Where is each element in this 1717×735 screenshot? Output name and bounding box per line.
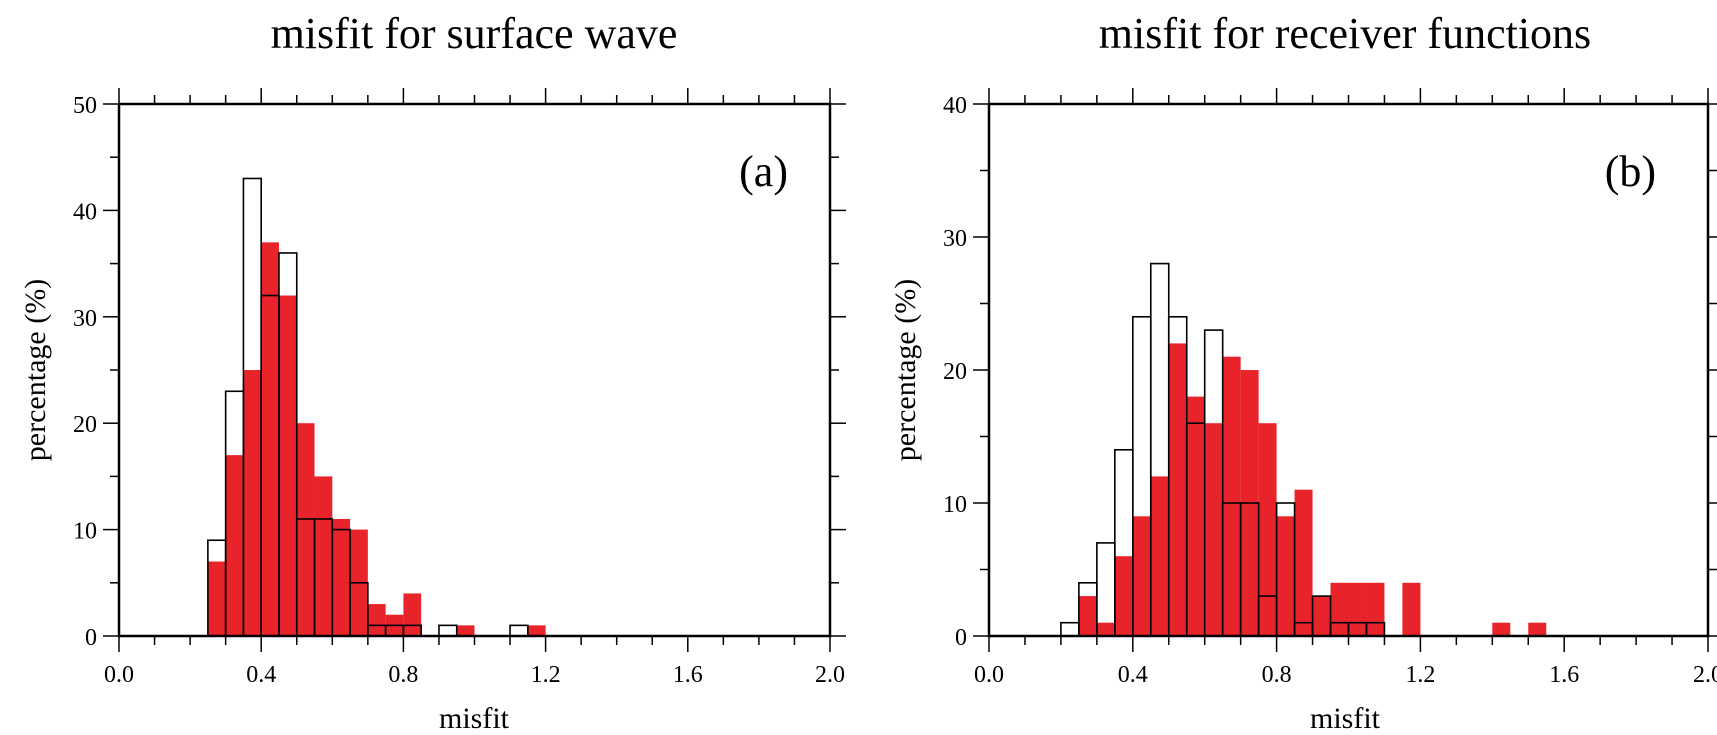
bar-filled-b-7 (1204, 423, 1223, 636)
bar-filled-a-3 (261, 242, 279, 636)
bar-filled-a-9 (367, 604, 386, 636)
x-tick-label-a-5: 2.0 (815, 662, 845, 688)
x-tick-label-b-2: 0.8 (1262, 662, 1292, 688)
plot-area-a: 0.0 0.4 0.8 1.2 1.6 2.0 0 10 20 30 40 50 (73, 88, 846, 688)
y-tick-label-a-0: 0 (85, 625, 97, 651)
x-tick-label-b-4: 1.6 (1549, 662, 1579, 688)
bar-filled-b-8 (1222, 356, 1241, 636)
bar-filled-a-5 (296, 423, 315, 636)
bar-filled-b-14 (1330, 582, 1349, 636)
bar-filled-b-4 (1150, 476, 1169, 636)
bar-filled-b-2 (1114, 556, 1133, 636)
x-tick-label-b-3: 1.2 (1405, 662, 1435, 688)
bar-filled-a-1 (225, 455, 244, 636)
bar-filled-b-3 (1132, 516, 1151, 636)
x-axis-label-b: misfit (1310, 702, 1381, 735)
bar-filled-a-7 (332, 518, 351, 636)
bar-filled-b-19 (1528, 622, 1547, 636)
chart-title-b: misfit for receiver functions (1099, 9, 1591, 58)
bar-filled-b-1 (1096, 622, 1115, 636)
bar-filled-b-16 (1366, 582, 1385, 636)
bar-filled-b-15 (1348, 582, 1367, 636)
bar-filled-a-12 (456, 625, 475, 636)
bar-filled-b-11 (1276, 516, 1295, 636)
y-tick-label-a-3: 30 (73, 306, 97, 332)
y-tick-label-a-4: 40 (73, 199, 97, 225)
bar-filled-b-6 (1186, 396, 1205, 636)
y-tick-label-a-2: 20 (73, 412, 97, 438)
bar-filled-b-13 (1312, 596, 1331, 636)
bar-filled-a-0 (207, 561, 226, 636)
bar-filled-b-18 (1492, 622, 1511, 636)
bar-filled-a-6 (314, 476, 333, 636)
panel-label-b: (b) (1605, 147, 1656, 196)
x-tick-label-b-5: 2.0 (1693, 662, 1717, 688)
bar-filled-b-12 (1294, 489, 1313, 636)
bar-filled-a-13 (527, 625, 546, 636)
x-axis-label-a: misfit (439, 702, 510, 735)
chart-panel-b: misfit for receiver functions 0.0 0.4 0.8 1… (889, 9, 1717, 735)
x-tick-label-a-4: 1.6 (673, 662, 703, 688)
x-tick-label-b-0: 0.0 (974, 662, 1004, 688)
y-tick-label-b-4: 40 (943, 93, 967, 119)
y-tick-label-b-0: 0 (955, 625, 967, 651)
y-axis-label-a: percentage (%) (19, 279, 52, 461)
x-tick-label-a-0: 0.0 (104, 662, 134, 688)
bar-outline-a-13 (509, 624, 529, 637)
bar-outline-b-2 (1096, 542, 1116, 637)
y-tick-label-a-1: 10 (73, 519, 97, 545)
bar-outline-b-0 (1060, 621, 1080, 637)
y-tick-label-b-1: 10 (943, 492, 967, 518)
chart-panel-a: misfit for surface wave 0.0 0.4 0.8 1.2 1.6 2… (19, 9, 846, 735)
x-tick-label-a-1: 0.4 (246, 662, 276, 688)
bar-filled-b-17 (1402, 582, 1421, 636)
bar-filled-a-4 (278, 295, 297, 636)
y-tick-label-b-3: 30 (943, 226, 967, 252)
plot-area-b: 0.0 0.4 0.8 1.2 1.6 2.0 0 10 20 30 40 (943, 88, 1717, 688)
bar-outline-a-12 (438, 624, 458, 637)
x-tick-label-b-1: 0.4 (1118, 662, 1148, 688)
x-tick-label-a-2: 0.8 (388, 662, 418, 688)
panel-label-a: (a) (739, 147, 788, 196)
x-tick-label-a-3: 1.2 (531, 662, 561, 688)
bar-filled-b-5 (1168, 343, 1187, 636)
chart-title-a: misfit for surface wave (271, 9, 678, 58)
y-tick-label-b-2: 20 (943, 359, 967, 385)
y-axis-label-b: percentage (%) (889, 279, 922, 461)
y-tick-label-a-5: 50 (73, 93, 97, 119)
bar-filled-b-0 (1078, 596, 1097, 636)
bar-filled-a-2 (243, 370, 262, 636)
bar-filled-b-10 (1258, 423, 1277, 636)
bar-filled-a-11 (403, 593, 422, 636)
